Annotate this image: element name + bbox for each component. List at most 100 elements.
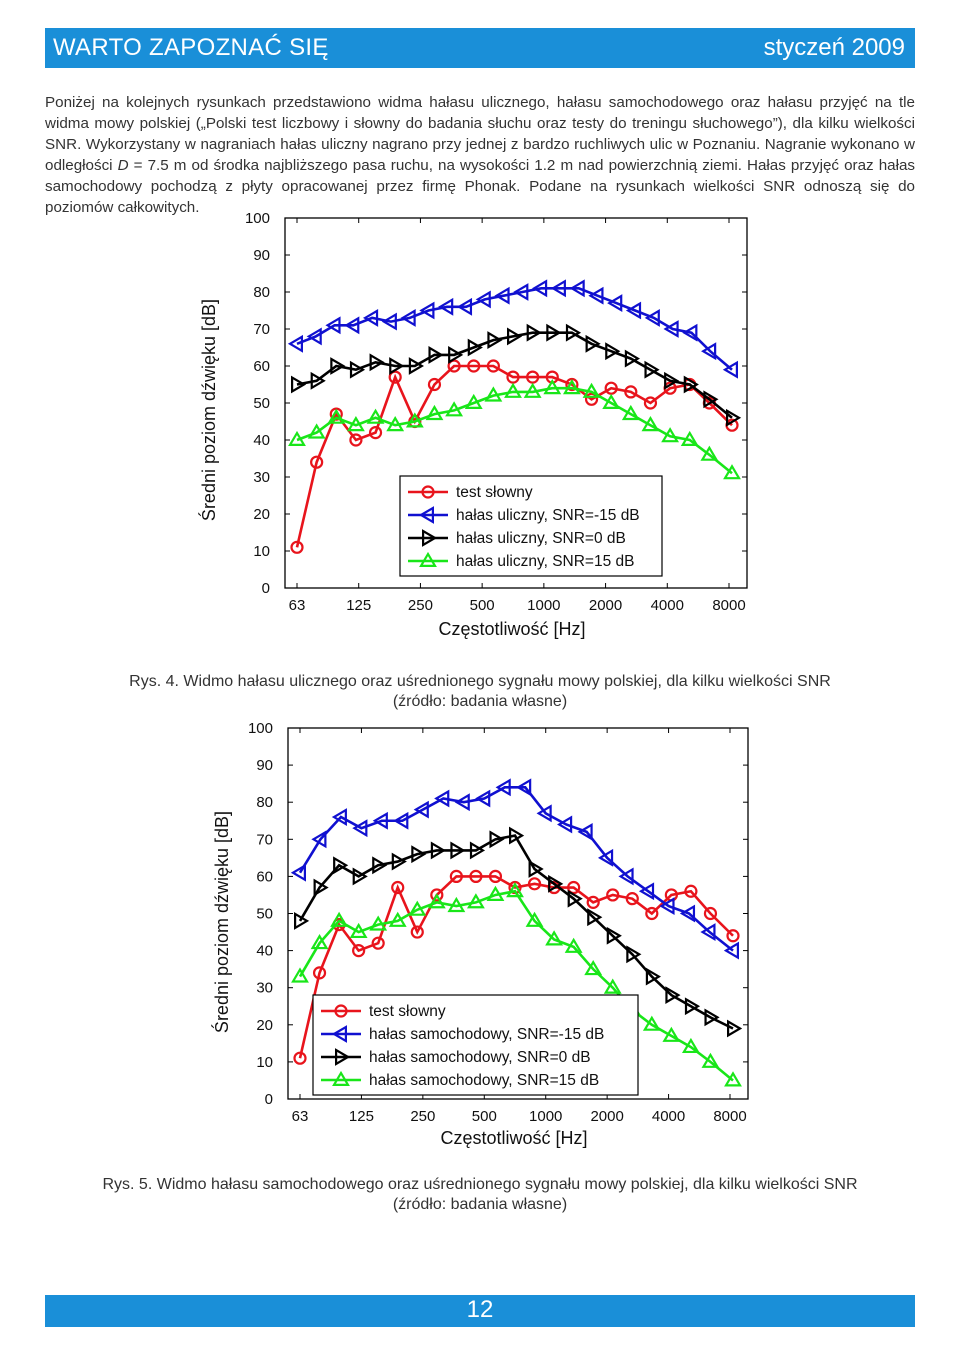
data-point <box>381 312 397 331</box>
x-tick-label: 125 <box>349 1108 374 1125</box>
series-line <box>296 331 733 419</box>
data-point <box>506 882 524 898</box>
data-point <box>507 327 523 346</box>
data-point <box>545 930 564 946</box>
data-point <box>494 286 510 305</box>
data-point <box>391 852 407 871</box>
caption-4-line1: Rys. 4. Widmo hałasu ulicznego oraz uśre… <box>129 673 831 690</box>
caption-4-line2: (źródło: badania własne) <box>392 693 568 710</box>
series-2 <box>294 826 743 1038</box>
data-point <box>310 371 326 390</box>
x-tick-label: 63 <box>289 597 306 614</box>
series-line <box>298 875 734 1059</box>
x-tick-label: 1000 <box>527 597 560 614</box>
data-point <box>400 308 416 327</box>
intro-paragraph: Poniżej na kolejnych rysunkach przedstaw… <box>45 92 915 218</box>
data-point <box>290 540 304 554</box>
data-point <box>352 867 368 886</box>
data-point <box>434 789 450 808</box>
y-tick-label: 20 <box>256 1017 273 1034</box>
data-point <box>388 370 402 384</box>
data-point <box>330 357 346 375</box>
data-point <box>484 386 503 402</box>
data-point <box>450 841 466 860</box>
data-point <box>700 445 719 461</box>
data-point <box>681 1037 700 1054</box>
data-point <box>291 375 307 394</box>
data-point <box>307 423 326 439</box>
y-tick-label: 90 <box>256 757 273 774</box>
data-point <box>661 427 680 443</box>
y-tick-label: 20 <box>253 506 270 523</box>
data-point <box>525 911 544 927</box>
series-3 <box>288 379 741 480</box>
y-tick-label: 10 <box>256 1054 273 1071</box>
data-point <box>331 808 347 826</box>
data-point <box>641 416 660 432</box>
data-point <box>516 778 532 797</box>
x-tick-label: 63 <box>292 1108 309 1125</box>
data-point <box>469 869 483 883</box>
legend-label: test słowny <box>369 1003 446 1020</box>
data-point <box>438 297 454 316</box>
data-point <box>582 382 601 398</box>
data-point <box>346 416 365 432</box>
x-tick-label: 4000 <box>652 1108 685 1125</box>
x-tick-label: 500 <box>472 1108 497 1125</box>
data-point <box>665 986 681 1005</box>
series-line <box>298 786 734 952</box>
data-point <box>645 967 661 986</box>
y-tick-label: 0 <box>262 580 270 597</box>
data-point <box>349 433 363 447</box>
page-header: WARTO ZAPOZNAĆ SIĘ styczeń 2009 <box>45 28 915 68</box>
series-0 <box>290 359 739 554</box>
data-point <box>523 382 542 398</box>
data-point <box>527 877 542 891</box>
data-point <box>312 966 327 980</box>
legend-swatch-marker <box>334 1004 348 1018</box>
legend-label: hałas uliczny, SNR=0 dB <box>456 530 626 547</box>
data-point <box>329 407 343 421</box>
x-tick-label: 8000 <box>712 597 745 614</box>
data-point <box>509 826 525 845</box>
data-point <box>290 863 306 882</box>
data-point <box>602 393 621 409</box>
data-point <box>664 371 680 390</box>
data-point <box>486 885 505 901</box>
issue-date: styczeń 2009 <box>763 34 905 61</box>
data-point <box>368 426 383 440</box>
data-point <box>546 323 562 342</box>
data-point <box>584 959 603 976</box>
intro-part-2: = 7.5 m od środka najbliższego pasa ruch… <box>45 157 915 216</box>
y-tick-label: 60 <box>256 868 273 885</box>
figure-caption-5: Rys. 5. Widmo hałasu samochodowego oraz … <box>0 1175 960 1215</box>
y-tick-label: 30 <box>256 980 273 997</box>
data-point <box>344 316 360 335</box>
data-point <box>504 382 522 398</box>
data-point <box>723 941 740 960</box>
data-point <box>352 944 366 958</box>
data-point <box>487 331 503 350</box>
data-point <box>562 379 581 395</box>
data-point <box>372 856 388 875</box>
data-point <box>644 360 660 379</box>
legend-swatch-marker <box>335 1048 351 1066</box>
y-tick-label: 30 <box>253 469 270 486</box>
data-point <box>642 1015 661 1031</box>
data-point <box>577 822 593 841</box>
data-point <box>430 888 444 902</box>
data-point <box>408 900 427 916</box>
data-point <box>388 911 407 927</box>
data-point <box>293 1051 307 1065</box>
x-tick-label: 4000 <box>651 597 684 614</box>
y-tick-label: 100 <box>245 210 270 227</box>
data-point <box>513 283 529 301</box>
data-point <box>528 860 544 878</box>
data-point <box>371 936 385 950</box>
data-point <box>606 926 622 945</box>
data-point <box>369 915 388 931</box>
data-point <box>624 385 638 399</box>
data-point <box>411 845 427 864</box>
data-point <box>621 404 640 421</box>
legend-swatch-marker <box>332 1070 350 1086</box>
